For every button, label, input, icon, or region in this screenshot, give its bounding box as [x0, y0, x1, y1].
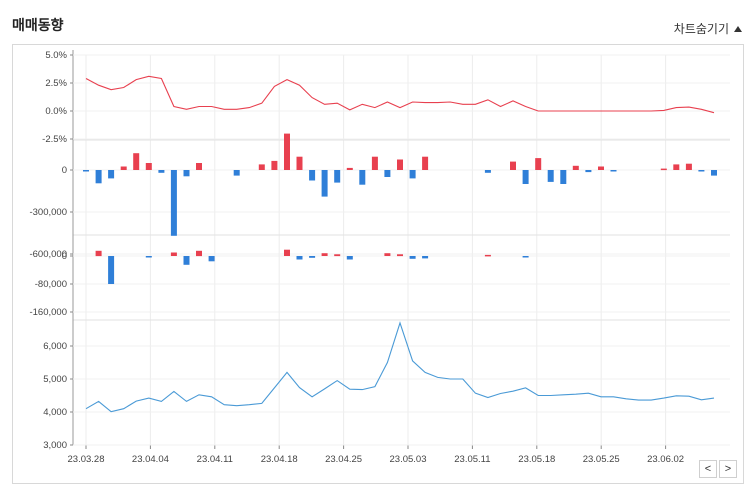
- bar1-bar: [95, 170, 102, 184]
- x-tick-label: 23.04.04: [132, 454, 169, 465]
- y-tick-label: -600,000: [29, 249, 67, 260]
- bar2-bar: [296, 256, 303, 260]
- bar1-bar: [409, 170, 416, 179]
- bar2-bar: [346, 256, 353, 260]
- bar1-bar: [359, 170, 366, 185]
- bar2-bar: [170, 252, 177, 256]
- x-tick-label: 23.03.28: [68, 454, 105, 465]
- bar2-bar: [196, 250, 202, 257]
- bar2-bar: [321, 253, 328, 256]
- bar1-bar: [83, 170, 89, 172]
- bar1-bar: [673, 164, 680, 170]
- bar2-bar: [208, 256, 215, 262]
- bar1-bar: [397, 159, 403, 170]
- y-tick-label: 0: [62, 165, 67, 176]
- bar2-bar: [284, 249, 290, 256]
- bar1-bar: [685, 163, 692, 170]
- bar1-bar: [284, 133, 290, 170]
- y-tick-label: -160,000: [29, 307, 67, 318]
- bar2-bar: [397, 254, 403, 257]
- y-tick-label: -80,000: [35, 279, 67, 290]
- bar1-bar: [309, 170, 316, 181]
- x-tick-label: 23.05.18: [518, 454, 555, 465]
- bar1-bar: [422, 156, 429, 170]
- bar1-bar: [170, 170, 177, 236]
- bar1-bar: [133, 153, 140, 170]
- y-tick-label: 5.0%: [45, 50, 67, 61]
- bar1-bar: [510, 161, 516, 170]
- bar1-bar: [183, 170, 190, 177]
- bar1-bar: [120, 166, 127, 170]
- bar2-bar: [309, 256, 316, 258]
- bar2-bar: [484, 254, 491, 257]
- bar2-bar: [95, 250, 102, 257]
- price-series-line: [85, 321, 715, 413]
- bar1-bar: [522, 170, 529, 184]
- page-title: 매매동향: [12, 17, 64, 33]
- bar1-bar: [484, 170, 491, 173]
- y-tick-label: 5,000: [43, 374, 67, 385]
- x-tick-label: 23.05.25: [583, 454, 620, 465]
- bar1-bar: [560, 170, 567, 184]
- bar1-bar: [321, 170, 328, 197]
- bar1-bar: [572, 165, 579, 170]
- y-tick-label: -2.5%: [42, 134, 67, 145]
- bar1-bar: [660, 168, 667, 171]
- chart-frame: [12, 44, 744, 484]
- y-tick-label: 0: [62, 251, 67, 262]
- bar1-bar: [535, 158, 542, 170]
- bar2-bar: [183, 256, 190, 265]
- y-tick-label: 6,000: [43, 341, 67, 352]
- bar1-bar: [145, 163, 152, 170]
- bar1-bar: [196, 163, 202, 170]
- bar2-bar: [409, 256, 416, 259]
- x-tick-label: 23.04.11: [197, 454, 233, 465]
- bar1-bar: [585, 170, 592, 173]
- bar1-bar: [711, 170, 717, 176]
- hide-chart-label: 차트숨기기: [673, 22, 729, 36]
- y-tick-label: 0.0%: [45, 106, 67, 117]
- bar1-bar: [598, 166, 604, 170]
- next-page-button[interactable]: >: [719, 460, 737, 478]
- x-tick-label: 23.05.03: [390, 454, 427, 465]
- prev-page-button[interactable]: <: [699, 460, 717, 478]
- bar1-bar: [346, 167, 353, 170]
- bar2-bar: [422, 256, 429, 259]
- bar1-bar: [233, 170, 240, 176]
- bar2-bar: [145, 256, 152, 258]
- rate-series-line: [85, 75, 715, 114]
- bar2-bar: [108, 256, 115, 284]
- x-tick-label: 23.06.02: [647, 454, 684, 465]
- bar1-bar: [610, 170, 617, 172]
- y-tick-label: 4,000: [43, 407, 67, 418]
- bar1-bar: [271, 160, 278, 170]
- hide-chart-toggle[interactable]: 차트숨기기: [674, 20, 742, 37]
- bar2-bar: [334, 254, 341, 257]
- triangle-up-icon: [734, 25, 742, 32]
- bar1-bar: [296, 156, 303, 170]
- y-tick-label: -300,000: [29, 207, 67, 218]
- bar2-bar: [384, 253, 391, 256]
- bar1-bar: [258, 164, 265, 170]
- bar2-bar: [522, 256, 529, 258]
- bar1-bar: [334, 170, 341, 183]
- y-tick-label: 3,000: [43, 440, 67, 451]
- bar1-bar: [108, 170, 115, 179]
- x-tick-label: 23.04.18: [261, 454, 298, 465]
- bar1-bar: [384, 170, 391, 177]
- bar1-bar: [158, 170, 165, 173]
- bar1-bar: [547, 170, 554, 182]
- bar1-bar: [371, 156, 378, 170]
- x-tick-label: 23.05.11: [454, 454, 490, 465]
- x-tick-label: 23.04.25: [325, 454, 362, 465]
- y-tick-label: 2.5%: [45, 78, 67, 89]
- bar1-bar: [698, 170, 705, 172]
